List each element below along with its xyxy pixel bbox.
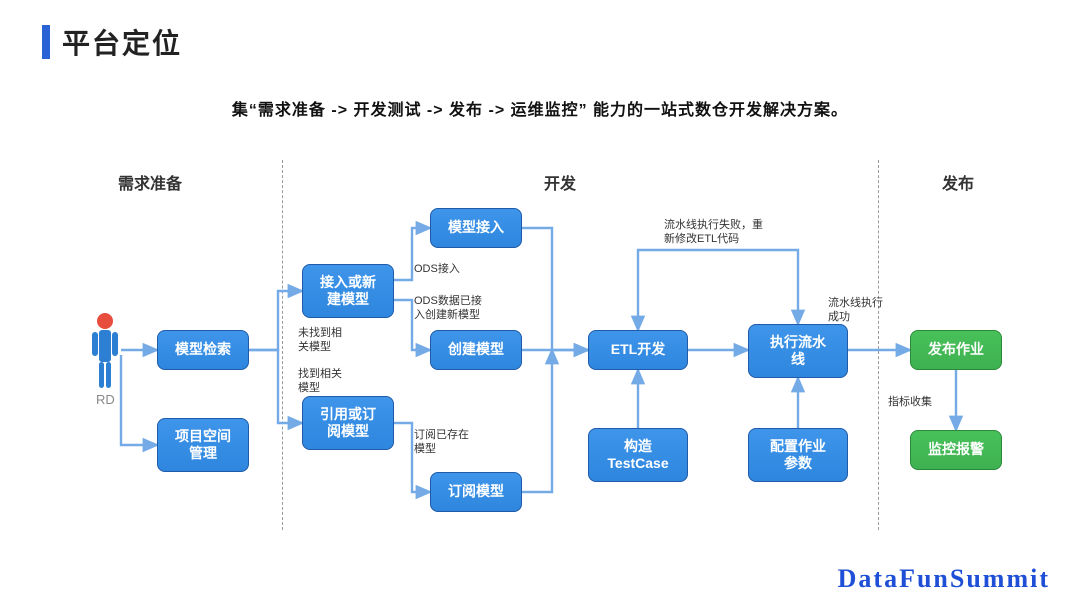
- edge-label-lbl_ods1: ODS接入: [414, 262, 460, 276]
- section-divider-1: [282, 160, 283, 530]
- edge-label-lbl_ods2: ODS数据已接 入创建新模型: [414, 294, 482, 323]
- diagram-canvas: 需求准备 开发 发布 RD: [0, 0, 1080, 608]
- arrow-a2: [121, 355, 157, 445]
- edge-label-lbl_notfound: 未找到相 关模型: [298, 326, 342, 355]
- arrow-a8: [522, 228, 588, 350]
- flow-node-n_params: 配置作业 参数: [748, 428, 848, 482]
- flow-node-n_monitor: 监控报警: [910, 430, 1002, 470]
- flow-node-n_sub: 订阅模型: [430, 472, 522, 512]
- flow-node-n_etl: ETL开发: [588, 330, 688, 370]
- person-icon: [89, 312, 121, 395]
- edge-label-lbl_fail: 流水线执行失败，重 新修改ETL代码: [664, 218, 763, 247]
- arrow-a4: [249, 350, 302, 423]
- edge-label-lbl_subexist: 订阅已存在 模型: [414, 428, 469, 457]
- person-leg-right-icon: [106, 362, 111, 388]
- section-label-req: 需求准备: [118, 170, 182, 194]
- flow-node-n_testcase: 构造 TestCase: [588, 428, 688, 482]
- section-divider-2: [878, 160, 879, 530]
- edge-label-lbl_metrics: 指标收集: [888, 395, 932, 409]
- flow-node-n_search: 模型检索: [157, 330, 249, 370]
- arrow-a10: [522, 350, 552, 492]
- edge-label-lbl_success: 流水线执行 成功: [828, 296, 883, 325]
- arrow-a3: [249, 291, 302, 350]
- person-body-icon: [99, 330, 111, 362]
- edge-label-lbl_found: 找到相关 模型: [298, 367, 342, 396]
- person-head-icon: [97, 313, 113, 329]
- person-label: RD: [96, 392, 115, 407]
- flow-node-n_newmodel: 接入或新 建模型: [302, 264, 394, 318]
- flow-node-n_access: 模型接入: [430, 208, 522, 248]
- flow-node-n_publish: 发布作业: [910, 330, 1002, 370]
- arrow-a16: [638, 250, 798, 330]
- person-leg-left-icon: [99, 362, 104, 388]
- footer-brand: DataFunSummit: [838, 564, 1050, 594]
- flow-node-n_pipeline: 执行流水 线: [748, 324, 848, 378]
- slide-root: 平台定位 集“需求准备 -> 开发测试 -> 发布 -> 运维监控” 能力的一站…: [0, 0, 1080, 608]
- person-arm-right-icon: [112, 332, 118, 356]
- arrows-layer: [0, 0, 1080, 608]
- flow-node-n_refmodel: 引用或订 阅模型: [302, 396, 394, 450]
- section-label-pub: 发布: [942, 170, 974, 194]
- flow-node-n_create: 创建模型: [430, 330, 522, 370]
- person-arm-left-icon: [92, 332, 98, 356]
- flow-node-n_space: 项目空间 管理: [157, 418, 249, 472]
- section-label-dev: 开发: [544, 170, 576, 194]
